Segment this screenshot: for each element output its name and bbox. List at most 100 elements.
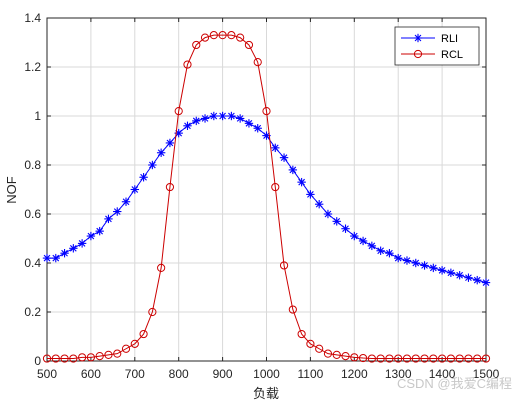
legend-entry-rcl: RCL: [401, 49, 463, 61]
data-point-rli: [332, 217, 341, 226]
data-point-rcl: [253, 58, 262, 67]
data-point-rcl: [438, 354, 447, 363]
data-point-rcl: [385, 354, 394, 363]
data-point-rli: [192, 116, 201, 126]
data-point-rli: [139, 173, 148, 182]
data-point-rli: [341, 224, 350, 233]
data-point-rcl: [200, 33, 210, 42]
data-point-rcl: [420, 354, 429, 363]
data-point-rcl: [455, 354, 464, 363]
y-tick-label: 0.4: [24, 256, 41, 270]
data-point-rcl: [315, 344, 324, 353]
data-point-rcl: [148, 307, 157, 317]
data-point-rcl: [157, 263, 166, 272]
data-point-rcl: [236, 33, 245, 42]
data-point-rli: [209, 111, 219, 121]
data-point-rcl: [288, 305, 297, 314]
x-tick-label: 600: [81, 367, 101, 381]
legend-marker-asterisk: [413, 33, 423, 43]
data-point-rli: [51, 253, 60, 263]
data-point-rli: [473, 275, 482, 285]
data-point-rli: [350, 231, 359, 241]
x-tick-label: 1400: [429, 367, 456, 381]
data-point-rcl: [104, 350, 113, 359]
data-point-rcl: [262, 107, 271, 116]
data-point-rcl: [323, 349, 333, 358]
data-point-rcl: [376, 354, 385, 363]
data-point-rli: [394, 253, 403, 263]
legend-entry-rli: RLI: [401, 33, 458, 45]
data-point-rcl: [78, 353, 87, 362]
data-point-rcl: [358, 353, 368, 363]
x-tick-label: 1500: [473, 367, 500, 381]
data-point-rcl: [86, 353, 96, 362]
data-point-rli: [244, 119, 254, 128]
data-point-rcl: [60, 354, 69, 363]
data-point-rcl: [121, 344, 131, 353]
data-point-rli: [86, 231, 96, 241]
axis-ticks: 500 600 700 800 900 1000 1100 1200 1300 1400 1500 0…: [24, 11, 499, 381]
x-tick-label: 500: [37, 367, 57, 381]
data-point-rcl: [306, 339, 315, 348]
data-point-rcl: [113, 349, 122, 358]
data-point-rcl: [165, 182, 175, 192]
series-rcl: [42, 31, 491, 363]
y-axis-label: NOF: [4, 176, 19, 204]
legend-marker-circle: [413, 49, 423, 59]
data-point-rli: [69, 244, 78, 253]
data-point-rli: [323, 209, 333, 219]
data-point-rli: [104, 214, 113, 224]
data-point-rli: [200, 114, 210, 123]
data-point-rli: [165, 138, 175, 148]
data-point-rli: [464, 273, 473, 282]
data-point-rli: [429, 263, 438, 273]
data-point-rli: [297, 177, 306, 187]
data-point-rli: [288, 165, 298, 175]
y-tick-label: 0.6: [24, 207, 41, 221]
data-point-rli: [437, 266, 447, 275]
x-tick-label: 800: [169, 367, 189, 381]
data-point-rcl: [183, 60, 192, 69]
data-point-rcl: [394, 354, 403, 363]
legend-label: RCL: [441, 49, 463, 61]
data-point-rli: [411, 258, 420, 268]
data-point-rli: [183, 121, 192, 130]
data-point-rli: [314, 200, 324, 209]
data-point-rli: [279, 153, 289, 162]
legend-label: RLI: [441, 33, 458, 45]
data-point-rli: [77, 239, 87, 248]
data-point-rli: [121, 197, 131, 206]
data-point-rli: [42, 253, 52, 263]
y-tick-label: 1.2: [24, 60, 41, 74]
y-tick-label: 0.8: [24, 158, 41, 172]
data-point-rcl: [350, 353, 359, 362]
x-tick-label: 700: [125, 367, 145, 381]
data-point-rcl: [192, 40, 201, 50]
data-point-rli: [358, 236, 368, 246]
data-point-rcl: [464, 354, 473, 363]
x-tick-label: 900: [213, 367, 233, 381]
x-tick-label: 1200: [341, 367, 368, 381]
data-point-rli: [60, 249, 69, 258]
data-point-rcl: [139, 329, 148, 339]
data-point-rli: [156, 148, 166, 157]
y-tick-label: 1: [34, 109, 41, 123]
data-point-rcl: [429, 354, 438, 363]
data-point-rcl: [209, 31, 218, 40]
data-point-rli: [402, 256, 412, 265]
data-point-rli: [420, 261, 429, 270]
data-point-rcl: [481, 354, 491, 363]
data-point-rli: [376, 246, 385, 255]
data-point-rli: [385, 249, 394, 258]
data-point-rcl: [42, 354, 52, 363]
x-axis-label: 负载: [253, 386, 279, 401]
data-point-rli: [367, 241, 377, 251]
data-point-rcl: [341, 352, 350, 361]
data-point-rli: [446, 268, 456, 277]
data-point-rcl: [402, 354, 412, 363]
data-point-rcl: [218, 31, 227, 40]
data-point-rcl: [174, 107, 183, 116]
y-tick-label: 0.2: [24, 305, 41, 319]
x-tick-label: 1300: [385, 367, 412, 381]
